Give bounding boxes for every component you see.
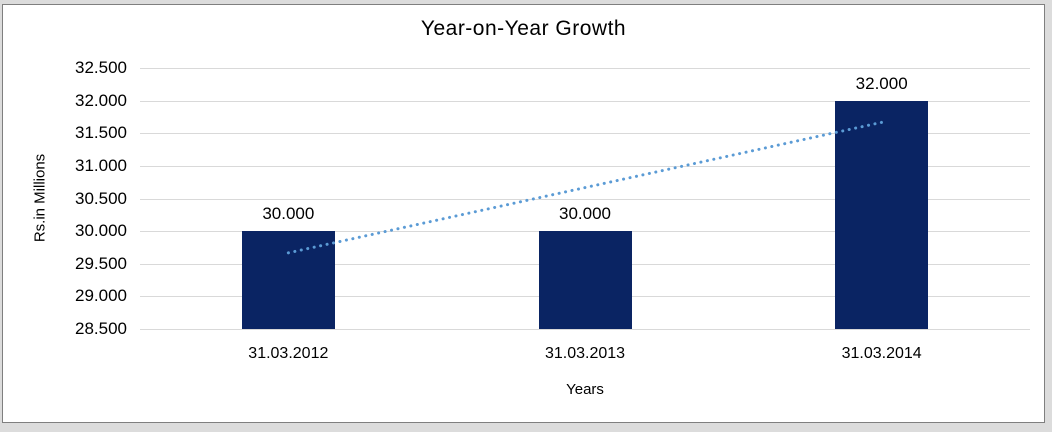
chart-title: Year-on-Year Growth (420, 17, 627, 40)
bar-value-label: 30.000 (559, 204, 611, 224)
x-category-label: 31.03.2012 (248, 345, 329, 362)
gridline (140, 100, 1030, 102)
x-axis-title: Years (566, 381, 604, 398)
x-category-label: 31.03.2014 (841, 345, 922, 362)
y-tick-label: 28.500 (75, 319, 127, 338)
trendline (286, 120, 884, 255)
bar-31.03.2012 (241, 231, 335, 329)
y-tick-label: 29.000 (75, 286, 127, 306)
bar-value-label: 32.000 (855, 73, 908, 93)
y-tick-label: 30.500 (75, 188, 127, 208)
gridline (140, 329, 1030, 330)
y-tick-label: 29.500 (75, 253, 127, 273)
chart-panel: Year-on-Year Growth Rs.in Millions 28.50… (2, 4, 1045, 423)
gridline (140, 68, 1030, 69)
bar-31.03.2013 (538, 231, 632, 329)
plot-area: 30.000 30.000 32.000 (140, 68, 1030, 330)
gridline (140, 133, 1030, 135)
y-tick-label: 32.000 (75, 90, 127, 110)
gridline (140, 198, 1030, 200)
bar-31.03.2014 (835, 100, 929, 329)
y-tick-label: 31.000 (75, 155, 127, 175)
y-tick-label: 31.500 (75, 123, 127, 143)
y-tick-label: 32.500 (75, 58, 127, 77)
gridline (140, 165, 1030, 167)
x-category-label: 31.03.2013 (544, 345, 626, 362)
y-tick-label: 30.000 (75, 221, 127, 241)
bar-value-label: 30.000 (262, 204, 315, 224)
trendline-dotted (286, 120, 884, 255)
